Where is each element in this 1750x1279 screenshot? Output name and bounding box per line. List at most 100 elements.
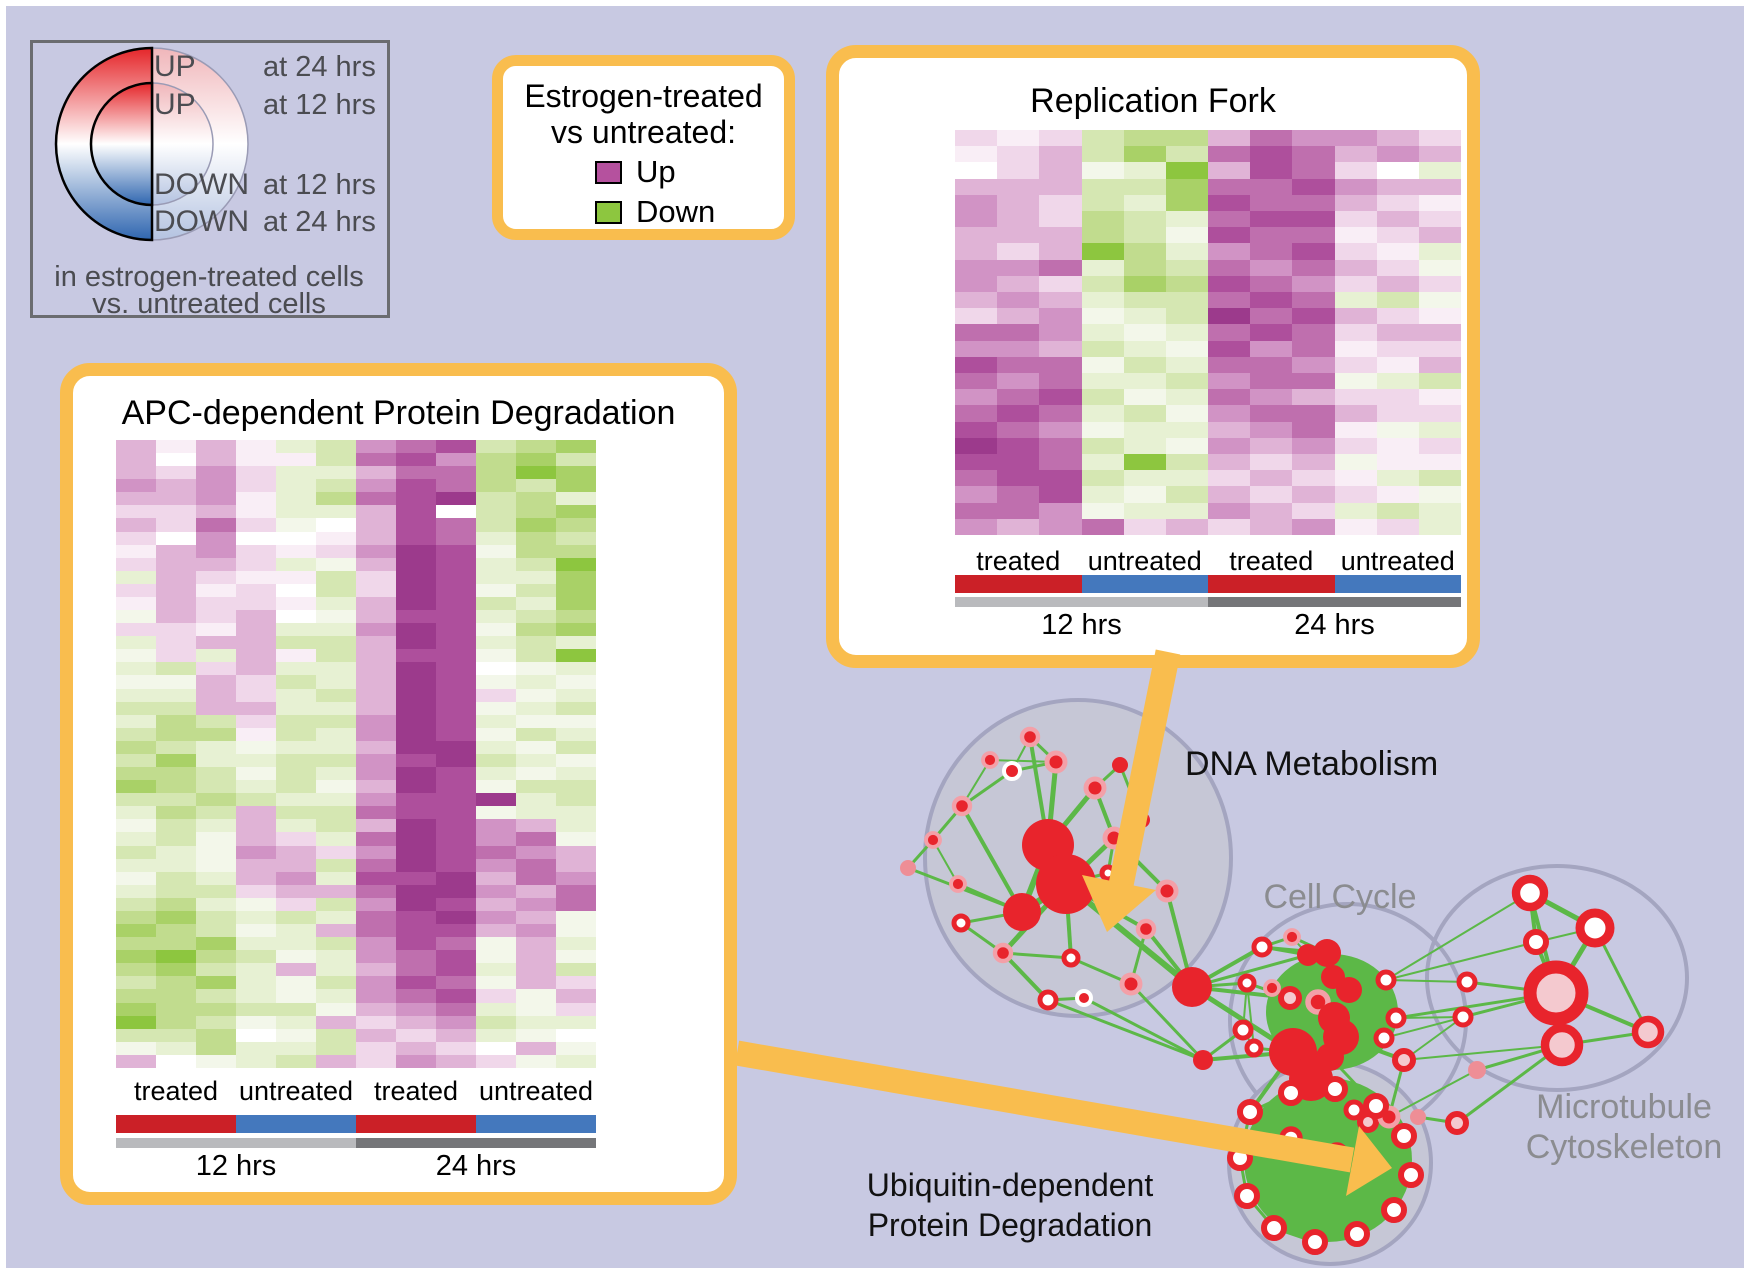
heatmap-cell [196, 596, 236, 611]
heatmap-cell [1123, 405, 1166, 422]
heatmap-cell [196, 649, 236, 663]
network-node [1234, 1183, 1260, 1209]
heatmap-cell [396, 518, 436, 532]
heatmap-cell [116, 832, 156, 846]
heatmap-cell [356, 845, 396, 859]
heatmap-cell [236, 937, 276, 951]
heatmap-cell [116, 780, 156, 794]
heatmap-cell [196, 989, 236, 1003]
heatmap-cell [316, 557, 356, 571]
heatmap-cell [196, 492, 236, 506]
heatmap-cell [1123, 292, 1166, 309]
heatmap-cell [1165, 211, 1208, 228]
heatmap-cell [516, 845, 556, 859]
group-label: treated [373, 1076, 459, 1106]
heatmap-cell [997, 259, 1040, 276]
heatmap-cell [1208, 292, 1251, 309]
heatmap-cell [955, 308, 998, 325]
timepoint-label: 12 hrs [1041, 609, 1122, 641]
heatmap-cell [116, 531, 156, 545]
heatmap-cell [1208, 194, 1251, 211]
heatmap-cell [1039, 146, 1082, 163]
heatmap-cell [276, 518, 316, 532]
heatmap-cell [356, 858, 396, 872]
network-node [1452, 1006, 1474, 1028]
heatmap-cell [436, 610, 476, 624]
heatmap-cell [1081, 470, 1124, 487]
heatmap-cell [436, 910, 476, 925]
heatmap-cell [1123, 243, 1166, 260]
heatmap-cell [955, 454, 998, 471]
heatmap-cell [556, 610, 596, 624]
heatmap-cell [316, 858, 356, 872]
heatmap-cell [1418, 243, 1461, 260]
heatmap-cell [1039, 340, 1082, 357]
updown-ring-glyph [54, 46, 249, 242]
heatmap-cell [1292, 292, 1335, 309]
heatmap-cell [236, 924, 276, 938]
heatmap-cell [196, 963, 236, 977]
heatmap-cell [436, 623, 476, 637]
heatmap-cell [156, 518, 196, 532]
network-node [951, 795, 973, 817]
heatmap-cell [556, 492, 596, 506]
heatmap-cell [476, 596, 516, 611]
heatmap-cell [997, 470, 1040, 487]
heatmap-cell [1208, 356, 1251, 373]
heatmap-cell [556, 440, 596, 454]
heatmap-cell [556, 963, 596, 977]
timepoint-grey-bar [955, 597, 1461, 607]
heatmap-cell [156, 793, 196, 807]
heatmap-cell [396, 544, 436, 558]
network-node [1232, 1019, 1254, 1041]
heatmap-cell [1208, 162, 1251, 179]
heatmap-cell [1165, 308, 1208, 325]
heatmap-cell [356, 492, 396, 506]
heatmap-cell [516, 544, 556, 558]
heatmap-cell [1123, 130, 1166, 147]
heatmap-cell [476, 819, 516, 833]
heatmap-cell [116, 610, 156, 624]
heatmap-cell [356, 832, 396, 846]
heatmap-cell [1250, 178, 1293, 195]
heatmap-cell [116, 1028, 156, 1042]
heatmap-cell [156, 557, 196, 571]
network-edge [1191, 953, 1309, 989]
heatmap-cell [1208, 470, 1251, 487]
timepoint-grey-bar [116, 1138, 596, 1148]
heatmap-cell [1376, 130, 1419, 147]
network-node [1237, 1099, 1263, 1125]
heatmap-cell [1250, 146, 1293, 163]
timepoint-bar-segment [116, 1138, 356, 1148]
heatmap-cell [1039, 194, 1082, 211]
heatmap-cell [276, 1028, 316, 1042]
heatmap-cell [1292, 518, 1335, 535]
heatmap-cell [316, 740, 356, 754]
heatmap-cell [955, 389, 998, 406]
heatmap-cell [156, 714, 196, 728]
heatmap-cell [196, 727, 236, 741]
heatmap-cell [436, 440, 476, 454]
heatmap-cell [516, 767, 556, 781]
heatmap-cell [997, 308, 1040, 325]
network-edge [1388, 1069, 1478, 1118]
heatmap-cell [196, 1015, 236, 1029]
heatmap-cell [476, 937, 516, 951]
heatmap-cell [396, 793, 436, 807]
heatmap-cell [236, 832, 276, 846]
heatmap-cell [156, 1054, 196, 1068]
heatmap-cell [396, 531, 436, 545]
heatmap-cell [1208, 259, 1251, 276]
heatmap-cell [196, 780, 236, 794]
network-node [1193, 1050, 1213, 1070]
up-label: Up [636, 154, 676, 189]
heatmap-cell [116, 623, 156, 637]
ring-dir-label: UP [154, 88, 196, 121]
heatmap-cell [1334, 373, 1377, 390]
heatmap-cell [156, 819, 196, 833]
heatmap-cell [1334, 227, 1377, 244]
heatmap-cell [1081, 454, 1124, 471]
heatmap-cell [1208, 454, 1251, 471]
ring-time-label: at 12 hrs [263, 169, 376, 201]
heatmap-cell [356, 1015, 396, 1029]
